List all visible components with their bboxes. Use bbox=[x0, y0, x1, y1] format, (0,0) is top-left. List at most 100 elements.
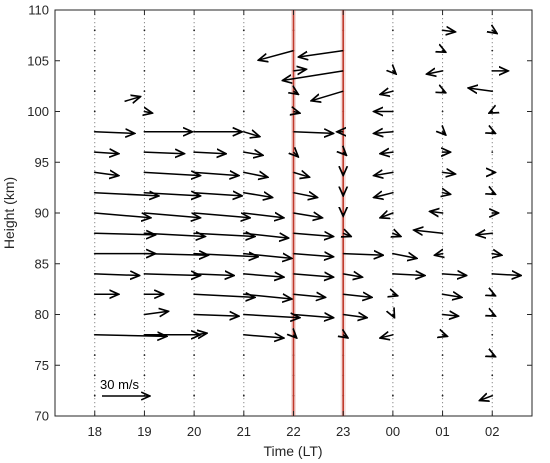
wind-vector bbox=[243, 315, 300, 318]
wind-vector bbox=[144, 152, 184, 154]
wind-vector bbox=[144, 274, 200, 276]
wind-vector bbox=[243, 172, 268, 177]
wind-vector bbox=[492, 274, 521, 276]
wind-vector bbox=[380, 335, 394, 338]
x-tick-label: 20 bbox=[187, 424, 201, 439]
x-axis-label: Time (LT) bbox=[263, 443, 322, 459]
wind-vector bbox=[443, 335, 448, 337]
y-tick-label: 75 bbox=[35, 358, 49, 373]
sample-dot bbox=[242, 90, 245, 93]
wind-vector bbox=[144, 193, 200, 196]
sample-dot bbox=[242, 354, 245, 356]
y-tick-label: 85 bbox=[35, 256, 49, 271]
wind-vector bbox=[374, 193, 394, 198]
sample-dot bbox=[441, 354, 444, 356]
sample-dot bbox=[441, 374, 444, 377]
wind-vector bbox=[94, 274, 140, 276]
y-tick-label: 100 bbox=[27, 104, 49, 119]
wind-vector bbox=[194, 333, 207, 335]
wind-vector bbox=[443, 51, 446, 53]
wind-vector bbox=[194, 274, 234, 276]
axis-ticks: 18 19 20 21 22 23 00 01 02 70 75 80 85 90 95 100 105 110 bbox=[27, 3, 532, 439]
wind-vector bbox=[393, 71, 396, 74]
sample-dot bbox=[193, 49, 196, 52]
wind-vector bbox=[492, 30, 497, 33]
wind-vector bbox=[392, 254, 417, 259]
wind-vector bbox=[298, 49, 344, 57]
sample-dot bbox=[391, 49, 394, 52]
wind-vector bbox=[343, 274, 362, 277]
sample-dot bbox=[193, 70, 196, 72]
sample-dot bbox=[143, 374, 146, 377]
wind-vector bbox=[392, 274, 425, 276]
wind-vector bbox=[294, 152, 299, 157]
sample-dot bbox=[242, 374, 245, 377]
wind-vector bbox=[380, 213, 394, 218]
sample-dot bbox=[193, 394, 196, 397]
wind-vector bbox=[144, 233, 205, 236]
sample-dot bbox=[93, 313, 96, 316]
wind-vector bbox=[243, 233, 289, 238]
sample-dot bbox=[93, 70, 96, 72]
wind-vector bbox=[144, 213, 200, 218]
sample-dot bbox=[491, 151, 494, 154]
scale-reference: 30 m/s bbox=[100, 377, 150, 396]
wind-vector bbox=[489, 112, 492, 114]
wind-vector bbox=[194, 172, 239, 175]
sample-dot bbox=[441, 394, 444, 397]
sample-dot bbox=[93, 110, 96, 113]
wind-vector bbox=[393, 315, 395, 318]
wind-vector bbox=[430, 211, 443, 213]
wind-vector bbox=[443, 193, 451, 195]
wind-vectors bbox=[94, 30, 521, 400]
wind-vector bbox=[144, 172, 200, 175]
x-tick-label: 01 bbox=[435, 424, 449, 439]
y-tick-label: 95 bbox=[35, 155, 49, 170]
y-tick-label: 90 bbox=[35, 206, 49, 221]
sample-dot bbox=[143, 29, 146, 32]
wind-vector bbox=[442, 315, 459, 317]
wind-vector bbox=[194, 294, 255, 297]
sample-dot bbox=[143, 90, 146, 93]
y-tick-label: 110 bbox=[28, 3, 49, 18]
sample-dot bbox=[93, 90, 96, 93]
scale-label: 30 m/s bbox=[100, 377, 140, 392]
wind-vector bbox=[468, 88, 493, 91]
wind-vector bbox=[343, 254, 383, 256]
y-tick-label: 70 bbox=[35, 409, 49, 424]
wind-vector bbox=[282, 70, 344, 81]
wind-vector bbox=[343, 233, 351, 236]
wind-vector bbox=[144, 112, 152, 114]
wind-vector bbox=[258, 49, 294, 61]
wind-vector bbox=[94, 213, 151, 218]
wind-vector bbox=[243, 294, 292, 299]
x-tick-label: 00 bbox=[386, 424, 400, 439]
wind-vector bbox=[443, 91, 446, 93]
sample-dot bbox=[143, 354, 146, 356]
wind-vector bbox=[194, 254, 258, 257]
wind-vector bbox=[427, 71, 443, 74]
x-tick-label: 02 bbox=[485, 424, 499, 439]
sample-dot bbox=[93, 374, 96, 377]
wind-vector bbox=[144, 311, 168, 314]
sample-dot bbox=[93, 354, 96, 356]
sample-dot bbox=[93, 49, 96, 52]
wind-vector bbox=[243, 274, 284, 277]
wind-vector bbox=[293, 315, 334, 318]
sample-dot bbox=[391, 374, 394, 377]
wind-vector bbox=[243, 254, 292, 259]
wind-vector bbox=[492, 355, 495, 357]
wind-vector bbox=[476, 233, 493, 235]
sample-dot bbox=[143, 49, 146, 52]
wind-vector bbox=[293, 69, 307, 71]
sample-dot bbox=[441, 110, 444, 113]
wind-vector bbox=[243, 132, 260, 137]
sample-dot bbox=[391, 29, 394, 32]
wind-vector bbox=[492, 315, 495, 317]
wind-vector bbox=[144, 254, 208, 256]
wind-vector bbox=[293, 254, 334, 257]
sample-dot bbox=[242, 110, 245, 113]
wind-vector bbox=[343, 315, 367, 318]
x-tick-label: 19 bbox=[137, 424, 151, 439]
y-tick-label: 80 bbox=[35, 307, 49, 322]
